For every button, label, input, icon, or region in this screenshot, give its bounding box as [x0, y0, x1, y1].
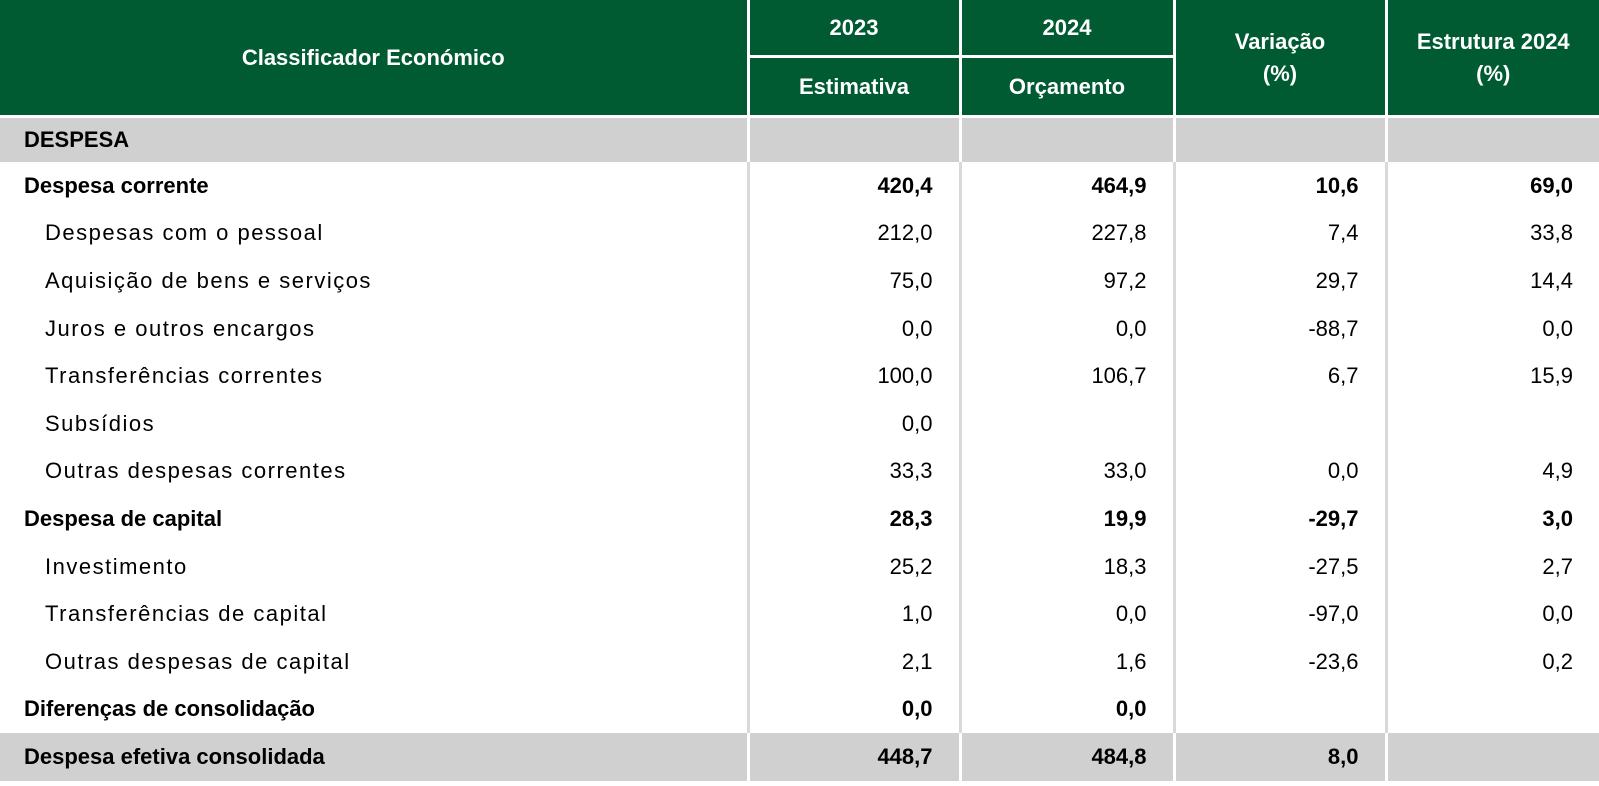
table-row-total: Despesa efetiva consolidada 448,7 484,8 … — [0, 733, 1599, 781]
cell-estrutura — [1384, 399, 1599, 448]
cell-estrutura — [1384, 685, 1599, 734]
header-estrutura-unit: (%) — [1476, 60, 1511, 86]
row-label: Transferências correntes — [0, 352, 750, 400]
cell-estrutura: 33,8 — [1384, 209, 1599, 258]
cell-variacao: 7,4 — [1172, 209, 1388, 258]
cell-estrutura: 0,0 — [1384, 304, 1599, 353]
table-row: Juros e outros encargos 0,0 0,0 -88,7 0,… — [0, 304, 1599, 353]
header-classifier: Classificador Económico — [0, 0, 750, 118]
cell-estrutura — [1384, 116, 1599, 162]
row-label: Subsídios — [0, 399, 750, 448]
cell-variacao: -23,6 — [1172, 637, 1388, 686]
row-label: Outras despesas correntes — [0, 447, 750, 496]
table-body: DESPESA Despesa corrente 420,4 464,9 10,… — [0, 116, 1599, 781]
cell-estrutura: 15,9 — [1384, 352, 1599, 400]
cell-variacao — [1172, 399, 1388, 448]
cell-2023 — [746, 116, 962, 162]
row-label: DESPESA — [0, 116, 750, 162]
cell-estrutura — [1384, 733, 1599, 781]
row-label: Despesa corrente — [0, 162, 750, 210]
cell-2024: 97,2 — [958, 257, 1176, 305]
cell-2024 — [958, 399, 1176, 448]
table-row: Outras despesas correntes 33,3 33,0 0,0 … — [0, 447, 1599, 496]
cell-2024: 106,7 — [958, 352, 1176, 400]
cell-2023: 28,3 — [746, 495, 962, 543]
cell-2023: 448,7 — [746, 733, 962, 781]
row-label: Despesas com o pessoal — [0, 209, 750, 258]
row-label: Investimento — [0, 542, 750, 591]
header-year-2023: 2023 — [746, 0, 962, 58]
row-label: Outras despesas de capital — [0, 637, 750, 686]
cell-variacao: 6,7 — [1172, 352, 1388, 400]
cell-estrutura: 0,2 — [1384, 637, 1599, 686]
header-estrutura-label: Estrutura 2024 — [1416, 28, 1570, 54]
cell-2024: 0,0 — [958, 685, 1176, 734]
table-row: Transferências correntes 100,0 106,7 6,7… — [0, 352, 1599, 400]
header-year-2024: 2024 — [958, 0, 1176, 58]
cell-estrutura: 0,0 — [1384, 590, 1599, 638]
row-label: Diferenças de consolidação — [0, 685, 750, 734]
table-row: Despesas com o pessoal 212,0 227,8 7,4 3… — [0, 209, 1599, 258]
cell-2024: 464,9 — [958, 162, 1176, 210]
header-estimativa: Estimativa — [746, 55, 962, 118]
cell-2024: 0,0 — [958, 590, 1176, 638]
cell-variacao: -29,7 — [1172, 495, 1388, 543]
cell-estrutura: 2,7 — [1384, 542, 1599, 591]
cell-estrutura: 4,9 — [1384, 447, 1599, 496]
header-variacao-unit: (%) — [1262, 60, 1298, 86]
header-variacao: Variação (%) — [1172, 0, 1388, 118]
table-header: Classificador Económico 2023 2024 Variaç… — [0, 0, 1599, 118]
row-label: Despesa efetiva consolidada — [0, 733, 750, 781]
cell-2023: 33,3 — [746, 447, 962, 496]
cell-2024 — [958, 116, 1176, 162]
row-label: Aquisição de bens e serviços — [0, 257, 750, 305]
cell-2024: 1,6 — [958, 637, 1176, 686]
cell-variacao — [1172, 685, 1388, 734]
cell-variacao: -27,5 — [1172, 542, 1388, 591]
row-label: Transferências de capital — [0, 590, 750, 638]
cell-2024: 33,0 — [958, 447, 1176, 496]
cell-2023: 420,4 — [746, 162, 962, 210]
cell-2023: 212,0 — [746, 209, 962, 258]
table-row: Diferenças de consolidação 0,0 0,0 — [0, 685, 1599, 734]
cell-estrutura: 3,0 — [1384, 495, 1599, 543]
header-orcamento: Orçamento — [958, 55, 1176, 118]
cell-2023: 75,0 — [746, 257, 962, 305]
header-variacao-label: Variação — [1234, 28, 1326, 54]
table-row: DESPESA — [0, 116, 1599, 162]
cell-estrutura: 14,4 — [1384, 257, 1599, 305]
table-row: Investimento 25,2 18,3 -27,5 2,7 — [0, 542, 1599, 591]
header-estrutura: Estrutura 2024 (%) — [1384, 0, 1599, 118]
cell-variacao: 10,6 — [1172, 162, 1388, 210]
table-row: Aquisição de bens e serviços 75,0 97,2 2… — [0, 257, 1599, 305]
table-row: Transferências de capital 1,0 0,0 -97,0 … — [0, 590, 1599, 638]
cell-2024: 19,9 — [958, 495, 1176, 543]
cell-variacao: -88,7 — [1172, 304, 1388, 353]
cell-2024: 0,0 — [958, 304, 1176, 353]
cell-2024: 18,3 — [958, 542, 1176, 591]
row-label: Juros e outros encargos — [0, 304, 750, 353]
cell-variacao: 29,7 — [1172, 257, 1388, 305]
cell-variacao: 0,0 — [1172, 447, 1388, 496]
table-row: Despesa corrente 420,4 464,9 10,6 69,0 — [0, 162, 1599, 210]
cell-estrutura: 69,0 — [1384, 162, 1599, 210]
cell-2023: 0,0 — [746, 685, 962, 734]
row-label: Despesa de capital — [0, 495, 750, 543]
cell-2023: 0,0 — [746, 399, 962, 448]
cell-2023: 25,2 — [746, 542, 962, 591]
cell-2024: 227,8 — [958, 209, 1176, 258]
cell-variacao: 8,0 — [1172, 733, 1388, 781]
cell-2023: 1,0 — [746, 590, 962, 638]
table-row: Outras despesas de capital 2,1 1,6 -23,6… — [0, 637, 1599, 686]
table-row: Despesa de capital 28,3 19,9 -29,7 3,0 — [0, 495, 1599, 543]
cell-2023: 0,0 — [746, 304, 962, 353]
cell-variacao: -97,0 — [1172, 590, 1388, 638]
cell-2023: 100,0 — [746, 352, 962, 400]
cell-variacao — [1172, 116, 1388, 162]
cell-2024: 484,8 — [958, 733, 1176, 781]
cell-2023: 2,1 — [746, 637, 962, 686]
table-row: Subsídios 0,0 — [0, 399, 1599, 448]
